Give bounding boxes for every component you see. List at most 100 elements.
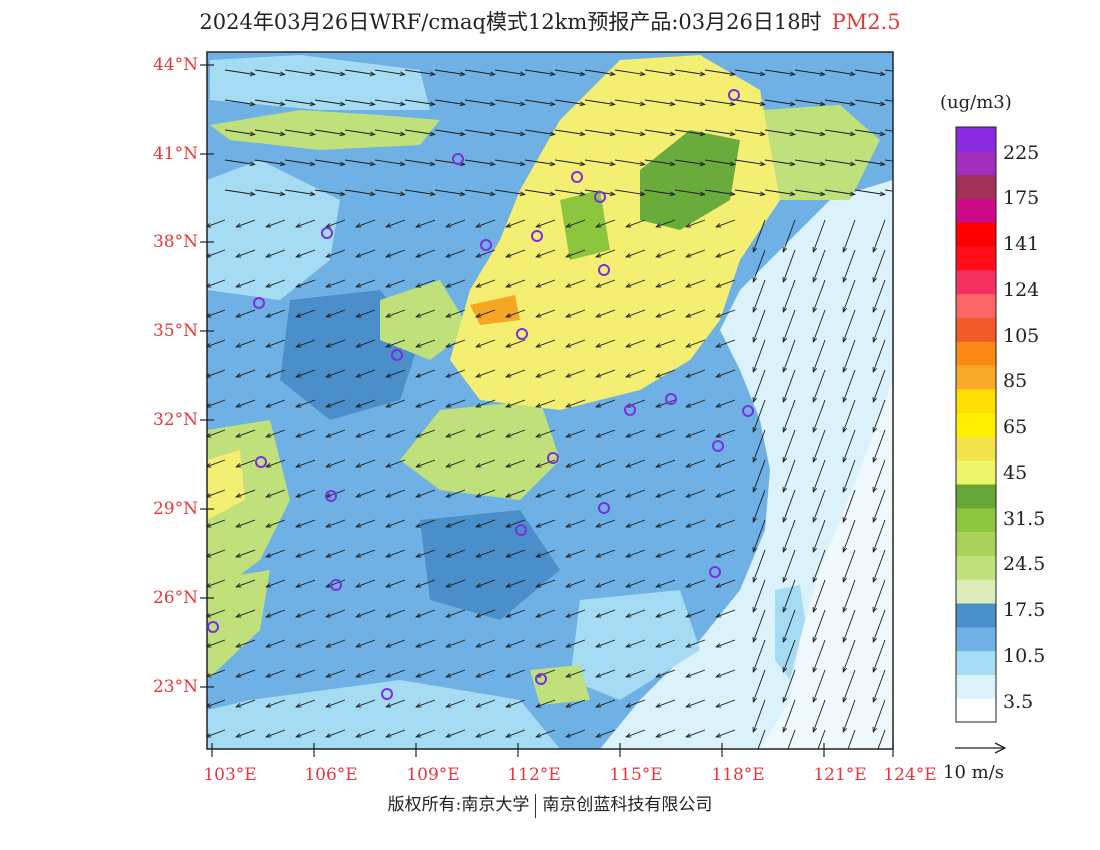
wind-vector [476,339,496,348]
wind-vector [764,99,795,105]
wind-vector-head [339,131,346,137]
wind-vector-head [415,253,422,258]
wind-vector-head [625,583,632,588]
wind-vector [596,279,616,288]
wind-vector [566,669,586,678]
wind-vector-head [279,191,286,197]
wind-vector [536,609,556,618]
wind-vector-head [325,643,332,648]
wind-vector-head [872,576,878,583]
wind-vector [236,369,256,378]
wind-vector [446,399,466,408]
wind-vector-head [639,71,646,77]
wind-vector-head [609,131,616,137]
wind-vector [296,399,316,408]
wind-vector [686,399,706,408]
wind-vector [812,489,826,523]
wind-vector [386,279,406,288]
wind-vector [296,459,316,468]
wind-vector [872,369,886,403]
wind-vector [266,219,286,228]
wind-vector [476,369,496,378]
wind-vector-head [535,493,542,498]
wind-vector-head [519,71,526,77]
station-marker [452,153,464,165]
wind-vector-head [505,673,512,678]
wind-vector [716,249,736,258]
wind-vector-head [265,433,272,438]
wind-vector [872,519,886,553]
wind-vector-head [872,426,878,433]
wind-vector [446,249,466,258]
wind-vector-head [355,703,362,708]
wind-vector [782,219,796,253]
wind-vector [842,279,856,313]
wind-vector-head [849,71,856,77]
wind-vector [446,699,466,708]
wind-vector [626,639,646,648]
wind-vector [207,249,226,258]
wind-vector [416,699,436,708]
wind-vector-head [595,523,602,528]
wind-vector [566,369,586,378]
wind-vector [207,369,226,378]
wind-vector-head [842,456,848,463]
wind-vector [842,549,856,583]
wind-vector-head [207,703,212,708]
wind-vector [716,579,736,588]
wind-vector-head [579,131,586,137]
wind-vector [704,189,735,195]
wind-vector [752,369,766,403]
wind-vector-head [415,703,422,708]
wind-vector [536,279,556,288]
wind-vector-head [415,403,422,408]
wind-vector-head [699,101,706,107]
wind-vector-head [535,343,542,348]
footer-separator [535,793,537,818]
wind-vector-head [355,673,362,678]
wind-vector [674,129,705,135]
wind-vector-head [729,101,736,107]
wind-vector-head [505,523,512,528]
wind-vector-head [325,583,332,588]
wind-vector [877,729,886,749]
wind-vector-head [752,456,758,463]
wind-vector-head [842,606,848,613]
wind-vector [356,399,376,408]
wind-vector [626,219,646,228]
wind-vector [416,429,436,438]
wind-vector-head [842,546,848,553]
wind-vector-head [445,373,452,378]
wind-vector-head [355,583,362,588]
colorbar-swatch [956,650,996,675]
wind-vector-head [782,396,788,403]
wind-vector-head [535,433,542,438]
wind-vector-head [843,757,847,762]
wind-vector [842,369,856,403]
wind-vector-head [505,223,512,228]
wind-vector-head [812,426,818,433]
wind-vector-head [549,131,556,137]
wind-vector-head [325,403,332,408]
wind-vector [812,249,826,283]
wind-vector-head [309,191,316,197]
station-marker [480,239,492,251]
wind-vector-head [207,223,212,228]
wind-vector-head [519,191,526,197]
lon-label: 124°E [883,765,937,785]
wind-vector-head [565,253,572,258]
wind-vector [284,159,315,165]
wind-vector-head [685,253,692,258]
wind-vector-head [625,553,632,558]
wind-vector-head [872,306,878,313]
wind-vector-head [505,613,512,618]
wind-vector [476,489,496,498]
wind-vector [416,309,436,318]
wind-vector [704,129,735,135]
wind-vector-head [415,463,422,468]
wind-vector [314,99,345,105]
wind-vector [842,699,856,733]
wind-vector-head [325,673,332,678]
wind-vector-head [207,403,212,408]
wind-vector [476,729,496,738]
